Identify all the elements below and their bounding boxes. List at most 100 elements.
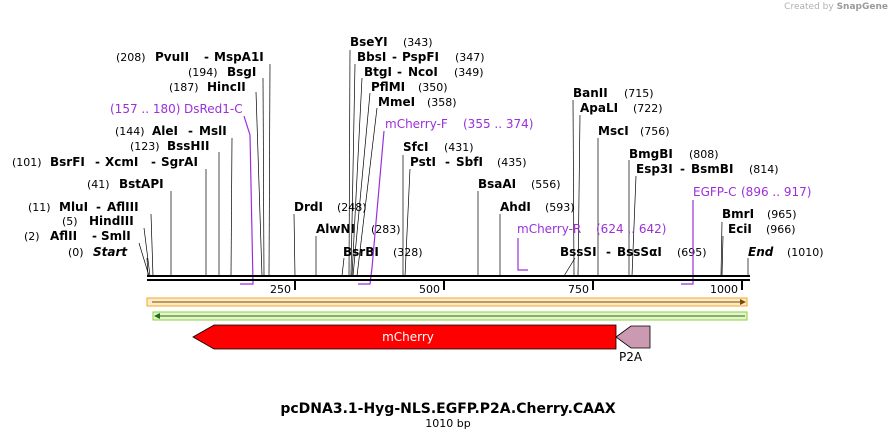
snapgene-logo: SnapGene	[836, 2, 888, 12]
primer-range: (624 .. 642)	[596, 222, 666, 236]
primer-mcherry-f[interactable]: mCherry-F (355 .. 374)	[358, 117, 533, 285]
site-leader-lines	[138, 49, 749, 277]
site-label: DrdI	[294, 200, 323, 214]
site-label: MluI	[59, 200, 88, 214]
feature-mcherry[interactable]: mCherry	[192, 324, 617, 350]
site-label: SgrAI	[161, 155, 198, 169]
site-position: (966)	[766, 223, 796, 236]
primer-label: mCherry-F	[385, 117, 448, 131]
site-position: (5)	[62, 215, 78, 228]
site-position: (101)	[12, 156, 42, 169]
site-label: MslI	[199, 124, 227, 138]
feature-orange-bar[interactable]	[146, 297, 748, 307]
site-label: Esp3I	[636, 162, 673, 176]
site-label: BssSαI	[617, 245, 662, 259]
site-separator: -	[151, 155, 156, 169]
site-position: (347)	[455, 51, 485, 64]
site-label: BssSI	[560, 245, 597, 259]
site-label: BseYI	[350, 35, 388, 49]
primer-label: DsRed1-C	[184, 102, 243, 116]
site-position: (144)	[115, 125, 145, 138]
site-position: (208)	[116, 51, 146, 64]
primer-range: (157 .. 180)	[110, 102, 180, 116]
site-separator: -	[397, 65, 402, 79]
site-label: SfcI	[403, 140, 428, 154]
site-position: (556)	[531, 178, 561, 191]
dna-backbone	[147, 275, 750, 281]
site-position: (435)	[497, 156, 527, 169]
snapgene-credit: Created by SnapGene	[784, 2, 888, 12]
site-separator: -	[188, 124, 193, 138]
site-label: HindIII	[89, 214, 134, 228]
site-position: (814)	[749, 163, 779, 176]
site-position: (756)	[640, 125, 670, 138]
site-position: (722)	[633, 102, 663, 115]
scale-label: 500	[419, 283, 440, 296]
p2a-arrow	[615, 325, 651, 349]
primer-label: EGFP-C	[693, 185, 736, 199]
primer-egfp-c[interactable]: EGFP-C (896 .. 917)	[681, 185, 811, 285]
primer-arrow	[240, 115, 254, 285]
site-position: (695)	[677, 246, 707, 259]
site-label: BsrFI	[50, 155, 85, 169]
site-position: (194)	[188, 66, 218, 79]
primer-range: (355 .. 374)	[463, 117, 533, 131]
site-label: AflIII	[107, 200, 139, 214]
site-position: (0)	[68, 246, 84, 259]
site-label: MspA1I	[214, 50, 264, 64]
site-position: (349)	[454, 66, 484, 79]
site-position: (283)	[371, 223, 401, 236]
mcherry-label: mCherry	[382, 330, 434, 344]
site-label: PvuII	[155, 50, 189, 64]
primer-mcherry-r[interactable]: mCherry-R (624 .. 642)	[517, 222, 666, 271]
site-position: (328)	[393, 246, 423, 259]
site-label: AlwNI	[316, 222, 355, 236]
site-separator: -	[445, 155, 450, 169]
site-label: PstI	[410, 155, 436, 169]
site-label: MmeI	[378, 95, 415, 109]
primer-arrow	[681, 200, 694, 285]
p2a-label: P2A	[619, 350, 643, 364]
site-label: HincII	[207, 80, 246, 94]
site-separator: -	[92, 229, 97, 243]
site-label: XcmI	[105, 155, 138, 169]
site-label: BsmBI	[691, 162, 733, 176]
site-label: AleI	[152, 124, 178, 138]
site-position: (343)	[403, 36, 433, 49]
map-title: pcDNA3.1-Hyg-NLS.EGFP.P2A.Cherry.CAAX	[280, 401, 616, 417]
feature-p2a[interactable]: P2A	[615, 325, 651, 364]
site-label: BanII	[573, 86, 608, 100]
map-length: 1010 bp	[425, 417, 470, 430]
site-label: BsrBI	[343, 245, 379, 259]
site-separator: -	[95, 155, 100, 169]
scale-label: 1000	[710, 283, 738, 296]
site-position: (715)	[624, 87, 654, 100]
site-label-end: End	[748, 245, 774, 259]
site-label: BmrI	[722, 207, 754, 221]
scale-ticks	[294, 281, 743, 290]
scale-label: 750	[568, 283, 589, 296]
site-label: PspFI	[402, 50, 439, 64]
primer-range: (896 .. 917)	[741, 185, 811, 199]
site-position: (965)	[767, 208, 797, 221]
site-label: PflMI	[371, 80, 405, 94]
site-label: ApaLI	[580, 101, 618, 115]
site-separator: -	[606, 245, 611, 259]
site-position: (431)	[444, 141, 474, 154]
site-position: (808)	[689, 148, 719, 161]
site-position: (248)	[337, 201, 367, 214]
site-separator: -	[680, 162, 685, 176]
site-label: BsgI	[227, 65, 256, 79]
site-position: (350)	[418, 81, 448, 94]
feature-green-bar[interactable]	[152, 311, 748, 321]
site-position: (123)	[130, 140, 160, 153]
site-label: MscI	[598, 124, 629, 138]
site-label: BssHII	[167, 139, 209, 153]
site-separator: -	[96, 200, 101, 214]
site-position: (2)	[24, 230, 40, 243]
site-label: EciI	[728, 222, 752, 236]
primer-dsred1-c[interactable]: (157 .. 180) DsRed1-C	[110, 102, 254, 285]
site-label: AhdI	[500, 200, 531, 214]
site-position: (593)	[545, 201, 575, 214]
